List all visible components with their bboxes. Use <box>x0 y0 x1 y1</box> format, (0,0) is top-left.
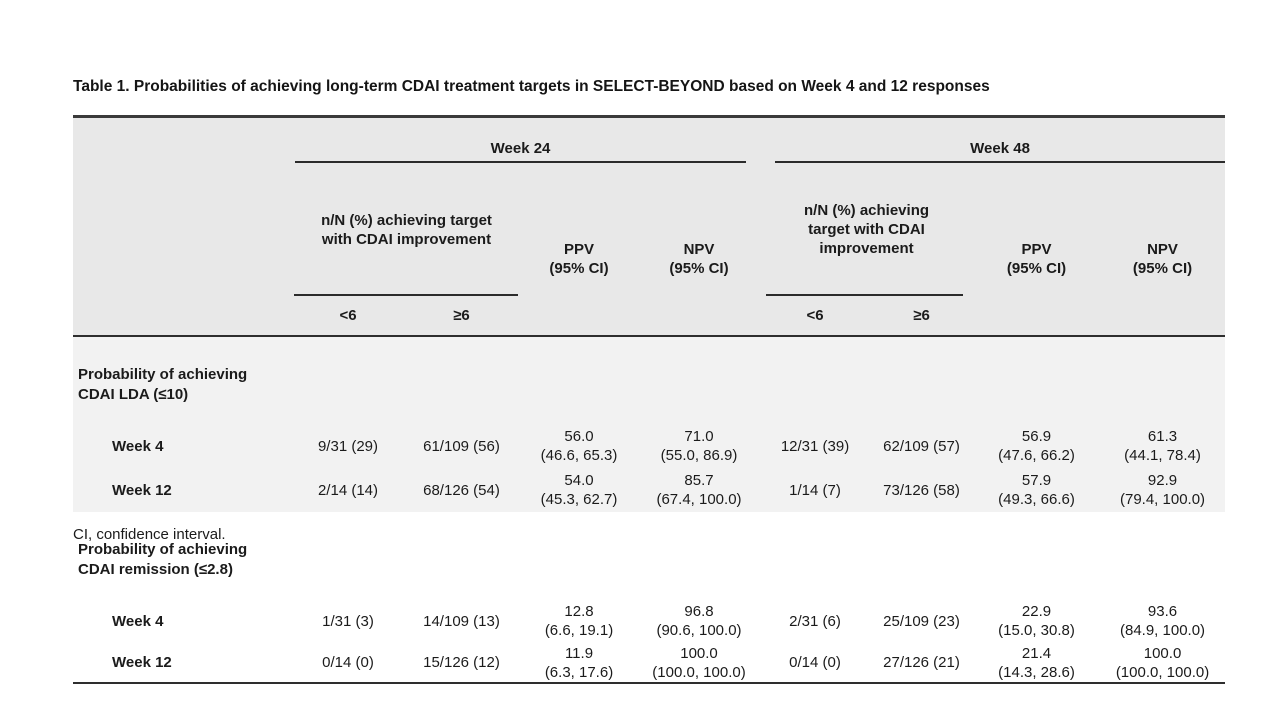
table-cell: 68/126 (54) <box>403 468 520 512</box>
table-cell: 2/14 (14) <box>293 468 403 512</box>
table-cell: 57.9 (49.3, 66.6) <box>973 468 1101 512</box>
spanner-row: Week 24 Week 48 <box>73 116 1226 337</box>
table-cell: 22.9 (15.0, 30.8) <box>998 603 1075 639</box>
nn-week48-underline <box>766 294 964 296</box>
nn-week24-underline <box>294 294 518 296</box>
week24-spanner: Week 24 <box>293 116 761 182</box>
table-cell: 27/126 (21) <box>870 643 974 684</box>
table-cell: 56.0 (46.6, 65.3) <box>520 424 638 468</box>
section-label-lda: Probability of achieving CDAI LDA (≤10) <box>78 366 248 403</box>
section-header-row-remission: Probability of achieving CDAI remission … <box>73 512 1225 599</box>
table-cell: 100.0 (100.0, 100.0) <box>638 643 761 684</box>
table-cell: 73/126 (58) <box>870 468 974 512</box>
table-cell: 14/109 (13) <box>423 612 500 630</box>
nn-header-week24-label: n/N (%) achieving target with CDAI impro… <box>321 211 492 248</box>
table-cell: 71.0 (55.0, 86.9) <box>638 424 761 468</box>
table-cell: 12/31 (39) <box>760 424 871 468</box>
table-cell: 56.9 (47.6, 66.2) <box>973 424 1101 468</box>
table-cell: 1/14 (7) <box>760 468 871 512</box>
table-cell: 25/109 (23) <box>883 612 960 630</box>
table-cell: 100.0 (100.0, 100.0) <box>1100 643 1226 684</box>
improvement-threshold-row: <6 ≥6 <6 ≥6 <box>73 296 1225 337</box>
ge6-header-week24: ≥6 <box>403 296 520 337</box>
nn-header-week24: n/N (%) achieving target with CDAI impro… <box>293 182 520 296</box>
table-cell: 62/109 (57) <box>870 424 974 468</box>
lt6-header-week48: <6 <box>760 296 871 337</box>
table-cell: 12.8 (6.6, 19.1) <box>544 603 614 639</box>
table-cell: 2/31 (6) <box>789 612 841 630</box>
table-row-lda-week12: Week 12 2/14 (14) 68/126 (54) 54.0 (45.3… <box>73 468 1226 512</box>
table-cell: 54.0 (45.3, 62.7) <box>520 468 638 512</box>
nn-header-week48: n/N (%) achieving target with CDAI impro… <box>760 182 974 296</box>
ppv-header-week48: PPV (95% CI) <box>973 182 1101 337</box>
table-cell: 85.7 (67.4, 100.0) <box>638 468 761 512</box>
table-header: Week 24 Week 48 n/N (%) achieving target… <box>73 116 1226 337</box>
section-header-row-lda: Probability of achieving CDAI LDA (≤10) <box>73 336 1226 424</box>
npv-header-week24: NPV (95% CI) <box>638 182 761 337</box>
footnote: CI, confidence interval. <box>73 526 226 543</box>
corner-cell <box>73 116 293 337</box>
lt6-header-week24: <6 <box>293 296 403 337</box>
week48-spanner: Week 48 <box>760 116 1226 182</box>
nn-header-week48-label: n/N (%) achieving target with CDAI impro… <box>804 202 930 257</box>
table-cell: 15/126 (12) <box>403 643 520 684</box>
table-cell: 92.9 (79.4, 100.0) <box>1100 468 1226 512</box>
npv-header-week48: NPV (95% CI) <box>1100 182 1226 337</box>
table-cell: 11.9 (6.3, 17.6) <box>520 643 638 684</box>
week24-label: Week 24 <box>295 137 747 163</box>
results-table: Week 24 Week 48 n/N (%) achieving target… <box>73 115 1226 684</box>
table-row-lda-week4: Week 4 9/31 (29) 61/109 (56) 56.0 (46.6,… <box>73 424 1226 468</box>
week48-label: Week 48 <box>775 137 1226 163</box>
table-body: Probability of achieving CDAI LDA (≤10) … <box>73 336 1226 684</box>
ge6-header-week48: ≥6 <box>870 296 974 337</box>
table-cell: 96.8 (90.6, 100.0) <box>656 603 742 639</box>
row-label: Week 4 <box>73 424 293 468</box>
subheader-row: n/N (%) achieving target with CDAI impro… <box>73 182 1226 337</box>
table-row-remission-week12: Week 12 0/14 (0) 15/126 (12) 11.9 (6.3, … <box>73 643 1226 684</box>
page-title: Table 1. Probabilities of achieving long… <box>73 78 990 95</box>
section-label-remission: Probability of achieving CDAI remission … <box>78 541 248 578</box>
table-cell: 93.6 (84.9, 100.0) <box>1119 603 1206 639</box>
table-cell: 21.4 (14.3, 28.6) <box>973 643 1101 684</box>
table-cell: 61.3 (44.1, 78.4) <box>1100 424 1226 468</box>
table-cell: 0/14 (0) <box>760 643 871 684</box>
table-row-remission-week4: Week 4 1/31 (3) 14/109 (13) 12.8 (6.6, 1… <box>73 599 1225 643</box>
row-label: Week 4 <box>112 612 164 630</box>
row-label: Week 12 <box>73 643 293 684</box>
table-cell: 0/14 (0) <box>293 643 403 684</box>
ppv-header-week24: PPV (95% CI) <box>520 182 638 337</box>
table-cell: 1/31 (3) <box>322 612 374 630</box>
table-cell: 9/31 (29) <box>293 424 403 468</box>
table-cell: 61/109 (56) <box>403 424 520 468</box>
row-label: Week 12 <box>73 468 293 512</box>
